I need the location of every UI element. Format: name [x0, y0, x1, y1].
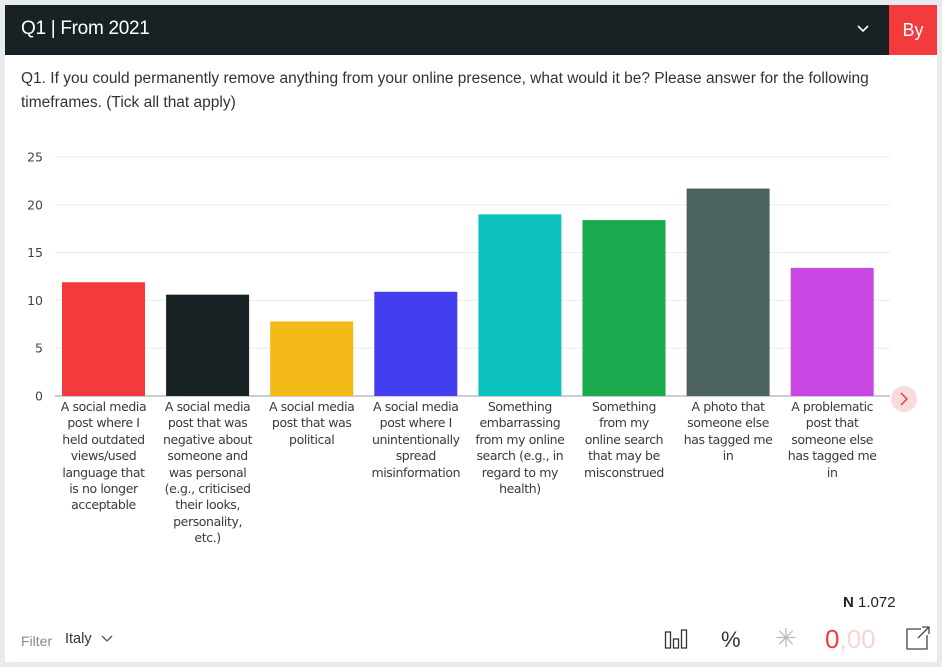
chevron-right-icon — [900, 392, 909, 406]
x-tick-label-line: post that was — [271, 415, 352, 431]
by-button[interactable]: By — [889, 5, 937, 55]
chevron-down-icon[interactable] — [853, 19, 873, 39]
x-tick-label-line: Something — [591, 399, 656, 414]
percent-toggle[interactable]: % — [721, 627, 741, 652]
x-tick-label-line: health) — [499, 481, 541, 497]
bar[interactable] — [478, 214, 562, 396]
x-tick-label-line: from my online — [475, 431, 565, 447]
x-tick-label-line: is no longer — [69, 481, 138, 497]
x-tick-label-line: was personal — [168, 464, 247, 480]
x-tick-label: A problematic post that someone else has ta… — [782, 399, 882, 481]
x-tick-label-line: that may be — [588, 448, 660, 464]
x-tick-label-line: views/used — [70, 448, 137, 464]
x-tick-label-line: has tagged me — [787, 448, 877, 464]
chart-card: Q1 | From 2021 By Q1. If you could perma… — [5, 5, 937, 662]
bar[interactable] — [374, 291, 458, 396]
x-tick-label-line: post that was — [167, 415, 248, 431]
x-tick-label: A photo that someone else has tagged me in — [678, 399, 778, 465]
filter-value: Italy — [65, 631, 92, 647]
y-tick-label: 20 — [27, 197, 43, 212]
x-tick-label-line: regard to my — [481, 464, 559, 480]
card-header: Q1 | From 2021 By — [5, 5, 937, 55]
x-tick-label-line: negative about — [163, 431, 253, 447]
x-tick-label-line: in — [826, 464, 838, 480]
bar[interactable] — [790, 267, 874, 396]
external-link-icon[interactable] — [905, 625, 931, 651]
y-tick-label: 10 — [27, 293, 43, 308]
x-tick-label: Something embarrassing from my online searc… — [470, 399, 570, 497]
x-tick-label-line: someone else — [687, 415, 769, 431]
bar[interactable] — [166, 294, 250, 396]
sample-size-label: N — [843, 594, 854, 611]
asterisk-icon[interactable]: ✳ — [775, 623, 797, 653]
sample-size-value: 1.072 — [858, 594, 896, 611]
x-tick-label-line: Something — [487, 399, 552, 414]
bar[interactable] — [582, 220, 666, 396]
x-tick-label-line: someone else — [791, 431, 874, 447]
x-tick-label-line: online search — [584, 431, 664, 447]
x-tick-label: A social media post that was political — [262, 399, 362, 448]
x-tick-label-line: A social media — [60, 399, 147, 414]
x-tick-label-line: misconstrued — [584, 464, 664, 480]
x-tick-label-line: A photo that — [691, 399, 766, 414]
decimals-zero: 0 — [825, 624, 840, 654]
chevron-down-icon — [101, 635, 113, 643]
bar[interactable] — [686, 188, 770, 396]
x-tick-label-line: A social media — [373, 399, 459, 414]
x-tick-label-line: post where I — [67, 415, 140, 431]
bar[interactable] — [270, 321, 354, 396]
x-tick-label-line: post that — [805, 415, 859, 431]
x-tick-label-line: someone and — [167, 448, 248, 464]
x-tick-label-line: embarrassing — [479, 415, 561, 431]
x-tick-label-line: etc.) — [194, 530, 221, 546]
x-tick-label-line: misinformation — [371, 464, 461, 480]
x-tick-label-line: A problematic — [791, 399, 874, 414]
x-tick-label-line: search (e.g., in — [476, 448, 564, 464]
x-tick-label-line: A social media — [268, 399, 355, 414]
bar[interactable] — [62, 282, 145, 396]
x-tick-label-line: language that — [62, 464, 145, 480]
y-tick-label: 5 — [35, 341, 43, 356]
x-tick-label-line: in — [722, 448, 734, 464]
card-title: Q1 | From 2021 — [21, 18, 150, 39]
bar-chart: 0 5 10 15 20 25 — [27, 150, 890, 404]
x-tick-label-line: unintentionally — [371, 431, 460, 447]
x-tick-label-line: acceptable — [71, 497, 136, 513]
filter-label: Filter — [21, 633, 53, 649]
x-tick-label-line: personality, — [173, 513, 243, 529]
x-tick-label: A social media post that was negative abou… — [158, 399, 258, 547]
x-tick-label-line: their looks, — [175, 497, 240, 513]
decimals-rest: ,00 — [839, 624, 876, 654]
decimals-toggle[interactable]: 0,00 — [825, 624, 876, 655]
x-tick-label-line: from my — [599, 415, 649, 431]
x-tick-label-line: has tagged me — [683, 431, 773, 447]
question-text: Q1. If you could permanently remove anyt… — [21, 70, 869, 111]
x-tick-label-line: (e.g., criticised — [164, 481, 251, 497]
x-tick-label-line: political — [289, 431, 335, 447]
x-tick-label-line: post where I — [379, 415, 453, 431]
x-tick-label-line: held outdated — [62, 431, 145, 447]
y-tick-label: 0 — [35, 389, 43, 404]
x-tick-label: Something from my online search that may be… — [574, 399, 674, 481]
y-tick-label: 15 — [27, 245, 43, 260]
y-tick-label: 25 — [27, 150, 43, 165]
x-tick-label-line: A social media — [164, 399, 251, 414]
bar-chart-icon[interactable] — [664, 628, 688, 650]
filter-dropdown[interactable]: Italy — [65, 631, 114, 647]
x-tick-label-line: spread — [395, 448, 437, 464]
sample-size: N 1.072 — [843, 594, 896, 611]
next-page-button[interactable] — [891, 386, 917, 412]
